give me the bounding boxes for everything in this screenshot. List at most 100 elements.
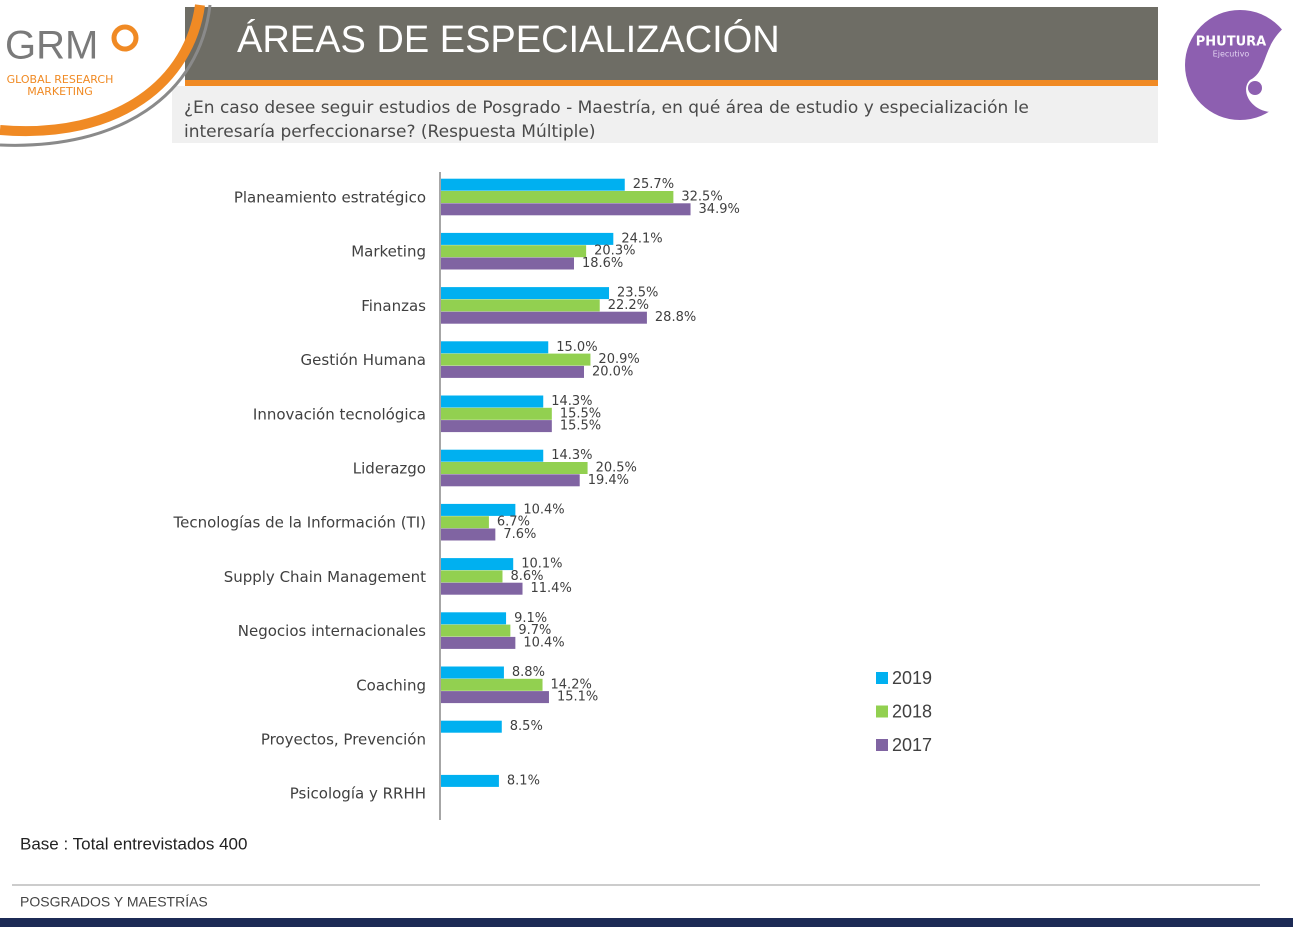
- bar: [441, 558, 514, 571]
- value-label: 8.1%: [507, 773, 540, 788]
- phutura-dot: [1248, 81, 1262, 95]
- footer: POSGRADOS Y MAESTRÍAS: [20, 894, 208, 910]
- bar: [441, 720, 502, 733]
- logo-arc: [0, 4, 212, 147]
- value-label: 10.4%: [523, 635, 564, 650]
- legend-label: 2017: [892, 735, 932, 755]
- phutura-sub: Ejecutivo: [1213, 50, 1250, 59]
- value-label: 14.3%: [551, 448, 592, 463]
- taskbar: [0, 918, 1293, 927]
- value-label: 6.7%: [497, 515, 530, 530]
- slide-title: ÁREAS DE ESPECIALIZACIÓN: [237, 18, 780, 61]
- value-label: 20.3%: [594, 244, 635, 259]
- question: interesaría perfeccionarse? (Respuesta M…: [184, 122, 595, 142]
- bar: [441, 407, 552, 420]
- value-label: 23.5%: [617, 286, 658, 301]
- bar: [441, 666, 504, 679]
- bar: [441, 474, 580, 487]
- grm-icon: [111, 24, 139, 52]
- category-label: Gestión Humana: [301, 351, 426, 369]
- value-label: 8.6%: [510, 569, 543, 584]
- bar: [441, 582, 523, 595]
- category-label: Tecnologías de la Información (TI): [173, 514, 426, 532]
- category-label: Supply Chain Management: [224, 568, 426, 586]
- bar: [441, 678, 543, 691]
- value-label: 11.4%: [531, 581, 572, 596]
- legend-swatch: [876, 672, 888, 684]
- bar: [441, 365, 584, 378]
- legend-swatch: [876, 739, 888, 751]
- bar: [441, 570, 503, 583]
- grm-line2: MARKETING: [27, 85, 93, 98]
- value-label: 10.1%: [521, 557, 562, 572]
- value-label: 20.0%: [592, 364, 633, 379]
- bar: [441, 178, 625, 191]
- bar: [441, 191, 674, 203]
- value-label: 20.5%: [596, 461, 637, 476]
- question-box: [172, 86, 1158, 143]
- question: ¿En caso desee seguir estudios de Posgra…: [184, 98, 1029, 118]
- bar: [441, 203, 691, 216]
- grm-line1: GLOBAL RESEARCH: [7, 73, 114, 86]
- value-label: 24.1%: [621, 231, 662, 246]
- value-label: 15.5%: [560, 419, 601, 434]
- bar: [441, 232, 614, 245]
- value-label: 15.5%: [560, 406, 601, 421]
- category-label: Proyectos, Prevención: [261, 731, 426, 749]
- phutura-name: PHUTURA: [1196, 35, 1266, 50]
- grm-logo: GRM: [5, 24, 98, 68]
- bar: [441, 462, 588, 474]
- bar: [441, 287, 610, 300]
- category-label: Innovación tecnológica: [253, 405, 426, 423]
- bar: [441, 299, 600, 312]
- value-label: 9.7%: [518, 623, 551, 638]
- value-label: 10.4%: [523, 502, 564, 517]
- bar: [441, 516, 489, 529]
- legend-swatch: [876, 705, 888, 718]
- bar: [441, 420, 552, 433]
- bar: [441, 528, 496, 541]
- value-label: 9.1%: [514, 611, 547, 626]
- base-note: Base : Total entrevistados 400: [20, 834, 247, 853]
- category-label: Psicología y RRHH: [290, 785, 426, 803]
- bar: [441, 503, 516, 516]
- bar: [441, 245, 587, 258]
- value-label: 20.9%: [598, 352, 639, 367]
- value-label: 14.2%: [551, 677, 592, 692]
- logo-arc: [0, 4, 205, 137]
- value-label: 14.3%: [551, 394, 592, 409]
- value-label: 15.1%: [557, 690, 598, 705]
- bar: [441, 353, 591, 366]
- category-label: Liderazgo: [353, 460, 426, 478]
- category-label: Coaching: [356, 676, 426, 694]
- bar: [441, 624, 511, 637]
- value-label: 7.6%: [503, 527, 536, 542]
- bar: [441, 774, 499, 787]
- legend-label: 2018: [892, 701, 932, 721]
- title-band: [185, 7, 1158, 80]
- bar: [441, 449, 544, 462]
- value-label: 19.4%: [588, 473, 629, 488]
- value-label: 25.7%: [633, 177, 674, 192]
- bar: [441, 636, 516, 649]
- value-label: 15.0%: [556, 340, 597, 355]
- value-label: 22.2%: [608, 298, 649, 313]
- bar: [441, 612, 507, 625]
- category-label: Negocios internacionales: [238, 622, 426, 640]
- value-label: 8.8%: [512, 665, 545, 680]
- value-label: 28.8%: [655, 310, 696, 325]
- bar: [441, 257, 574, 270]
- value-label: 18.6%: [582, 256, 623, 271]
- title-underline: [185, 80, 1158, 86]
- bar: [441, 311, 647, 324]
- bar: [441, 341, 549, 354]
- category-label: Finanzas: [361, 297, 426, 315]
- legend-label: 2019: [892, 668, 932, 688]
- value-label: 34.9%: [699, 202, 740, 217]
- value-label: 8.5%: [510, 719, 543, 734]
- value-label: 32.5%: [681, 190, 722, 205]
- category-label: Planeamiento estratégico: [234, 189, 426, 207]
- bar: [441, 395, 544, 408]
